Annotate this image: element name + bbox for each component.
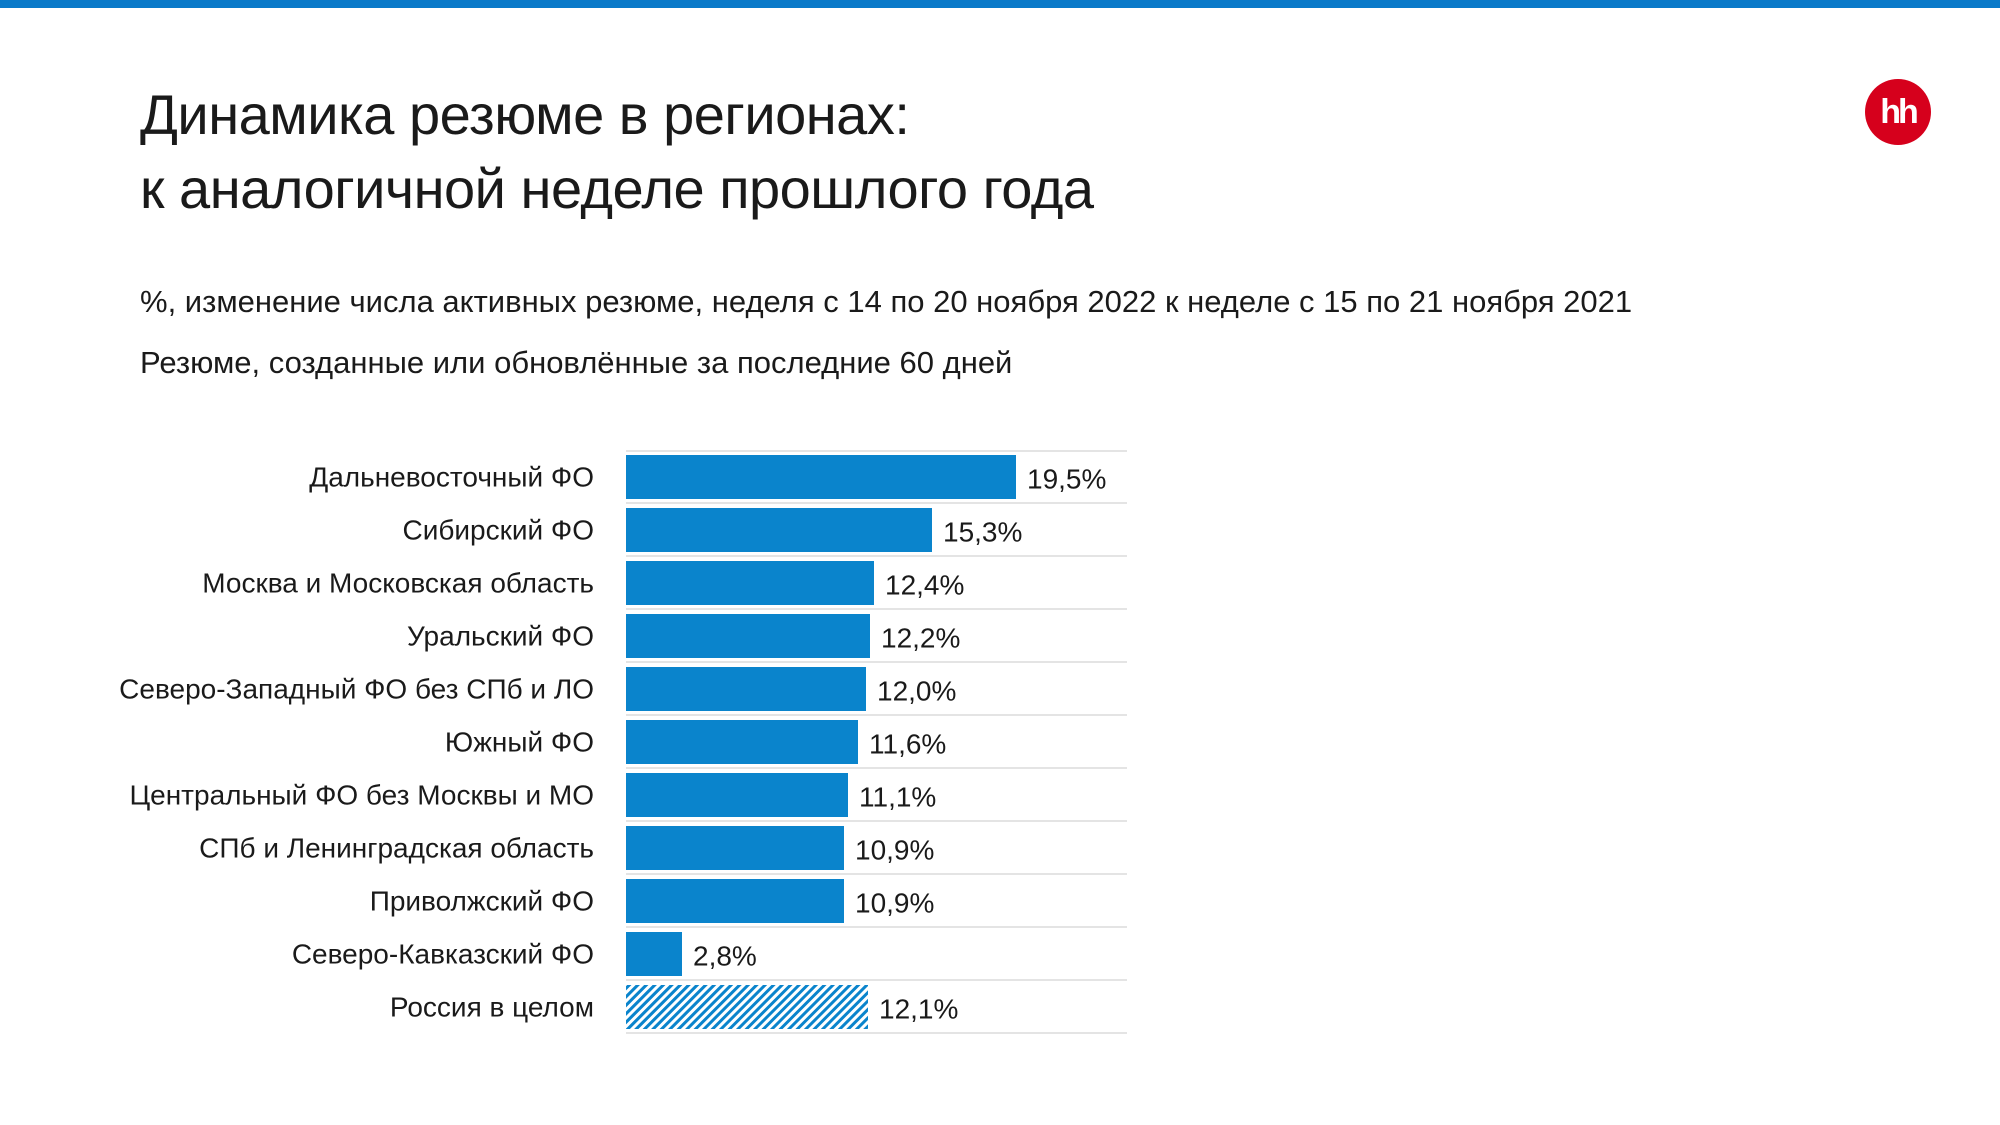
category-label: СПб и Ленинградская область: [199, 833, 594, 864]
bar-7: [626, 826, 844, 870]
category-label: Уральский ФО: [407, 621, 594, 652]
chart-marks: Дальневосточный ФО 19,5% Сибирский ФО 15,3%…: [119, 450, 1127, 1034]
value-label: 15,3%: [943, 517, 1022, 548]
value-label: 12,4%: [885, 570, 964, 601]
category-label: Сибирский ФО: [403, 515, 595, 546]
value-label: 12,0%: [877, 676, 956, 707]
value-label: 10,9%: [855, 888, 934, 919]
value-label: 19,5%: [1027, 464, 1106, 495]
chart-subtitle: %, изменение числа активных резюме, неде…: [140, 284, 1633, 319]
chart-note: Резюме, созданные или обновлённые за пос…: [140, 345, 1013, 380]
bar-1: [626, 508, 932, 552]
bar-4: [626, 667, 866, 711]
category-label: Северо-Западный ФО без СПб и ЛО: [119, 674, 594, 705]
hh-logo: hh: [1865, 79, 1931, 145]
category-label: Дальневосточный ФО: [309, 462, 594, 493]
bar-2: [626, 561, 874, 605]
bar-5: [626, 720, 858, 764]
title-line-2: к аналогичной неделе прошлого года: [140, 157, 1094, 220]
category-label: Центральный ФО без Москвы и МО: [129, 780, 594, 811]
bar-9: [626, 932, 682, 976]
value-label: 2,8%: [693, 941, 757, 972]
bar-8: [626, 879, 844, 923]
value-label: 10,9%: [855, 835, 934, 866]
category-label: Северо-Кавказский ФО: [292, 939, 594, 970]
top-accent-bar: [0, 0, 2000, 8]
value-label: 12,2%: [881, 623, 960, 654]
page-title: Динамика резюме в регионах: к аналогично…: [140, 78, 1094, 226]
value-label: 12,1%: [879, 994, 958, 1025]
category-label: Россия в целом: [390, 992, 594, 1023]
title-line-1: Динамика резюме в регионах:: [140, 83, 910, 146]
bar-0: [626, 455, 1016, 499]
bar-6: [626, 773, 848, 817]
value-label: 11,1%: [859, 782, 936, 813]
category-label: Москва и Московская область: [202, 568, 594, 599]
value-label: 11,6%: [869, 729, 946, 760]
category-label: Приволжский ФО: [370, 886, 594, 917]
category-label: Южный ФО: [445, 727, 594, 758]
bar-3: [626, 614, 870, 658]
bar-10: [626, 985, 868, 1029]
